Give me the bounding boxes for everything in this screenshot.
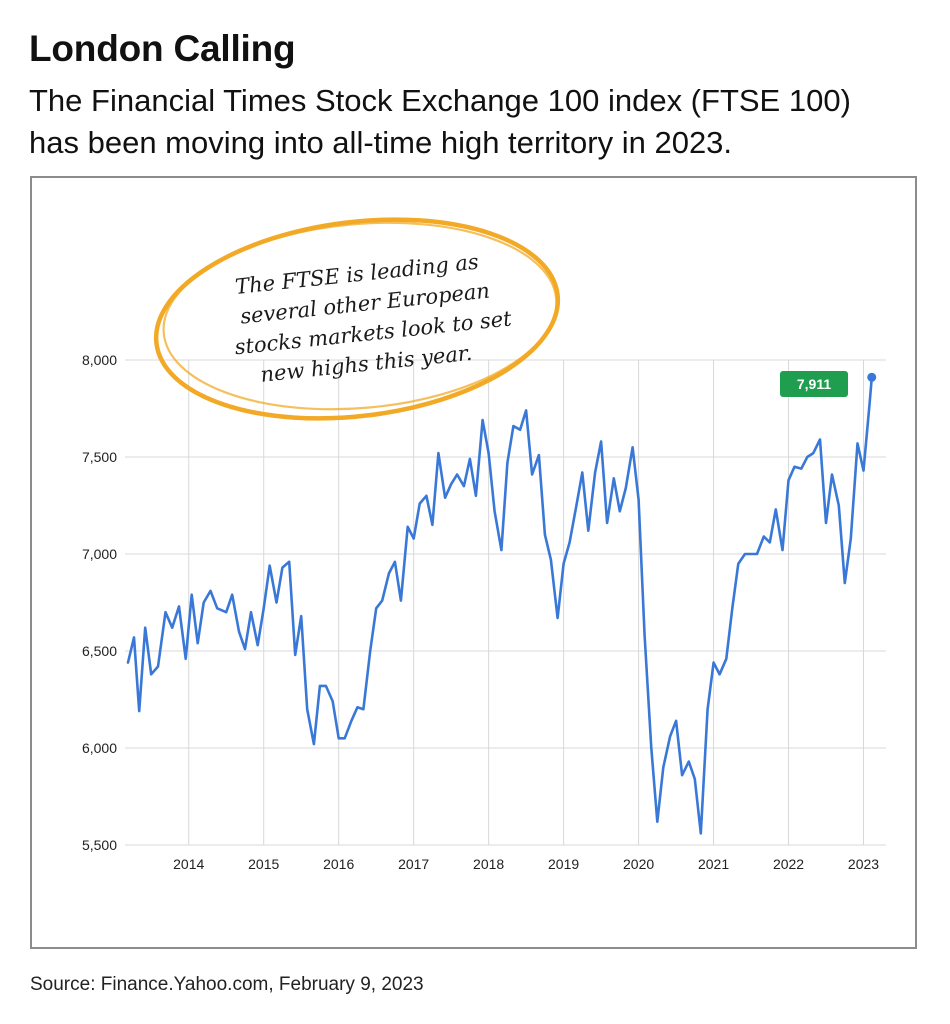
subtitle-line-2: has been moving into all-time high terri… xyxy=(29,125,733,160)
y-tick-label: 7,500 xyxy=(82,449,117,465)
source-note: Source: Finance.Yahoo.com, February 9, 2… xyxy=(30,974,424,995)
horizontal-gridlines xyxy=(125,359,886,846)
y-axis-tick-labels: 8,000 7,500 7,000 6,500 6,000 5,500 xyxy=(82,352,117,853)
page-subtitle: The Financial Times Stock Exchange 100 i… xyxy=(29,80,929,164)
last-value-badge-label: 7,911 xyxy=(797,376,831,392)
vertical-gridlines xyxy=(188,360,865,845)
x-tick-label: 2019 xyxy=(548,856,579,872)
x-tick-label: 2021 xyxy=(698,856,729,872)
x-tick-label: 2022 xyxy=(773,856,804,872)
y-tick-label: 6,000 xyxy=(82,740,117,756)
x-tick-label: 2020 xyxy=(623,856,654,872)
last-value-point xyxy=(867,372,877,382)
annotation-ring xyxy=(153,217,561,421)
x-tick-label: 2023 xyxy=(848,856,879,872)
x-tick-label: 2017 xyxy=(398,856,429,872)
y-tick-label: 7,000 xyxy=(82,546,117,562)
x-tick-label: 2014 xyxy=(173,856,204,872)
subtitle-line-1: The Financial Times Stock Exchange 100 i… xyxy=(29,83,851,118)
annotation-callout: The FTSE is leading as several other Eur… xyxy=(153,217,561,421)
x-tick-label: 2016 xyxy=(323,856,354,872)
annotation-ring-inner xyxy=(162,221,558,411)
x-tick-label: 2018 xyxy=(473,856,504,872)
page-title: London Calling xyxy=(29,28,296,69)
ftse-100-series-line xyxy=(126,376,874,835)
x-tick-label: 2015 xyxy=(248,856,279,872)
y-tick-label: 5,500 xyxy=(82,837,117,853)
last-value-badge: 7,911 xyxy=(780,371,848,397)
x-axis-tick-labels: 2014 2015 2016 2017 2018 2019 2020 2021 2022 2023 xyxy=(173,856,879,872)
chart-frame: 8,000 7,500 7,000 6,500 6,000 5,500 2014 2015 2… xyxy=(30,176,917,949)
y-tick-label: 6,500 xyxy=(82,643,117,659)
y-tick-label: 8,000 xyxy=(82,352,117,368)
last-value-badge-background xyxy=(780,371,848,397)
